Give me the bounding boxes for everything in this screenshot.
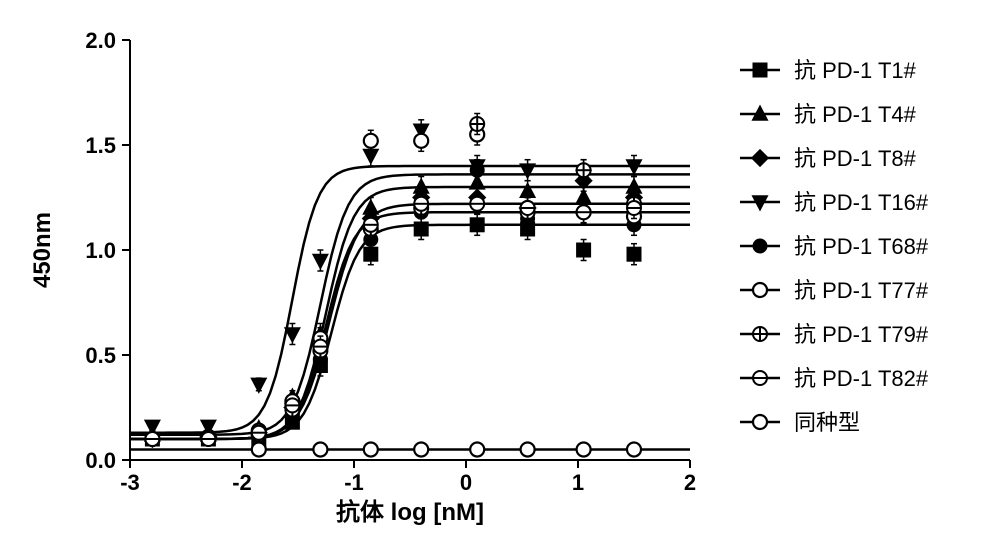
legend-label: 抗 PD-1 T8# xyxy=(794,146,917,171)
data-marker xyxy=(577,243,591,257)
legend-label: 抗 PD-1 T4# xyxy=(794,102,917,127)
x-tick-label: 1 xyxy=(572,470,584,495)
y-axis-label: 450nm xyxy=(29,212,56,288)
y-tick-label: 1.5 xyxy=(85,133,116,158)
data-marker xyxy=(414,134,428,148)
data-marker xyxy=(252,443,266,457)
y-tick-label: 2.0 xyxy=(85,28,116,53)
legend-label: 抗 PD-1 T16# xyxy=(794,190,929,215)
chart-container: 0.0 0.5 1.0 1.5 2.0 -3 -2 -1 0 1 2 450nm 抗体 log [nM]… xyxy=(20,20,1000,536)
data-marker xyxy=(470,163,484,177)
x-tick-label: -3 xyxy=(120,470,140,495)
y-tick-label: 0.0 xyxy=(85,448,116,473)
data-marker xyxy=(313,340,327,354)
data-marker xyxy=(313,443,327,457)
data-marker xyxy=(753,283,767,297)
data-marker xyxy=(470,443,484,457)
data-marker xyxy=(470,117,484,131)
data-marker xyxy=(201,432,215,446)
data-marker xyxy=(627,247,641,261)
x-tick-label: 0 xyxy=(460,470,472,495)
legend-label: 抗 PD-1 T1# xyxy=(794,58,917,83)
dose-response-chart: 0.0 0.5 1.0 1.5 2.0 -3 -2 -1 0 1 2 450nm 抗体 log [nM]… xyxy=(20,20,1000,536)
data-marker xyxy=(753,371,767,385)
legend-label: 抗 PD-1 T68# xyxy=(794,234,929,259)
data-marker xyxy=(414,222,428,236)
legend-label: 抗 PD-1 T77# xyxy=(794,278,929,303)
data-marker xyxy=(753,63,767,77)
data-marker xyxy=(414,197,428,211)
data-marker xyxy=(753,239,767,253)
data-marker xyxy=(521,443,535,457)
data-marker xyxy=(364,134,378,148)
data-marker xyxy=(285,398,299,412)
data-marker xyxy=(627,443,641,457)
x-tick-label: -2 xyxy=(232,470,252,495)
data-marker xyxy=(521,201,535,215)
legend-label: 抗 PD-1 T79# xyxy=(794,322,929,347)
legend-label: 同种型 xyxy=(794,410,860,435)
data-marker xyxy=(753,415,767,429)
data-marker xyxy=(470,197,484,211)
y-tick-label: 1.0 xyxy=(85,238,116,263)
x-axis-label: 抗体 log [nM] xyxy=(336,498,484,526)
data-marker xyxy=(753,327,767,341)
data-marker xyxy=(145,432,159,446)
data-marker xyxy=(364,218,378,232)
data-marker xyxy=(414,443,428,457)
data-marker xyxy=(577,205,591,219)
data-marker xyxy=(577,163,591,177)
data-marker xyxy=(577,443,591,457)
x-tick-label: -1 xyxy=(344,470,364,495)
data-marker xyxy=(470,218,484,232)
y-tick-label: 0.5 xyxy=(85,343,116,368)
legend-label: 抗 PD-1 T82# xyxy=(794,366,929,391)
data-marker xyxy=(364,443,378,457)
x-tick-label: 2 xyxy=(684,470,696,495)
data-marker xyxy=(252,426,266,440)
data-marker xyxy=(627,201,641,215)
